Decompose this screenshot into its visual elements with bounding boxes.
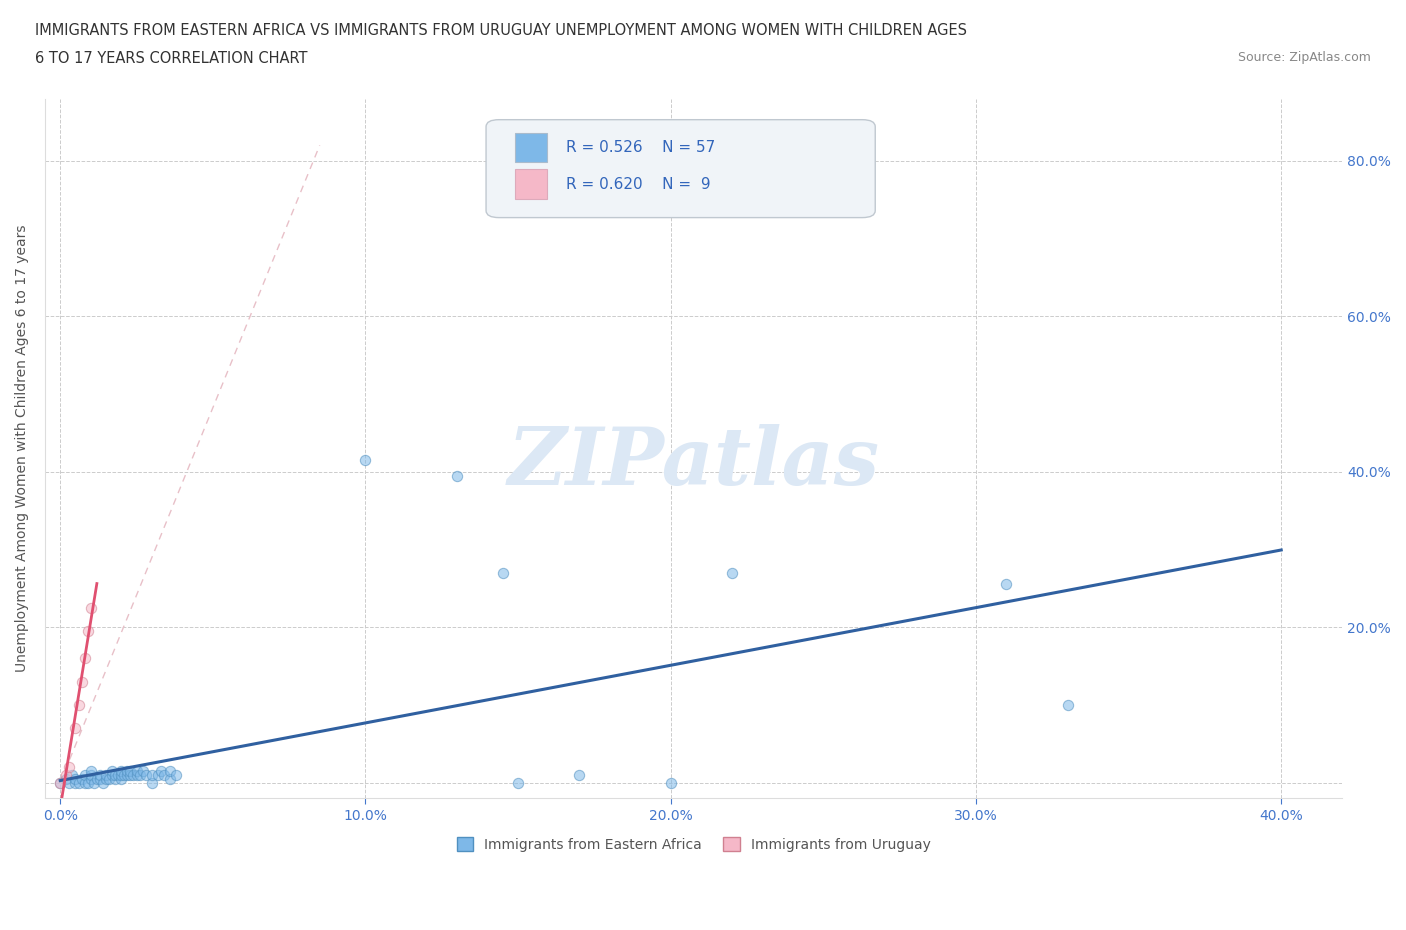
Point bbox=[107, 767, 129, 782]
Point bbox=[70, 674, 93, 689]
FancyBboxPatch shape bbox=[486, 120, 876, 218]
Point bbox=[117, 767, 139, 782]
Point bbox=[80, 764, 103, 778]
Point bbox=[122, 767, 145, 782]
Point bbox=[73, 775, 96, 790]
Point bbox=[101, 767, 124, 782]
Point bbox=[146, 767, 169, 782]
Point bbox=[159, 771, 181, 786]
Point bbox=[49, 775, 72, 790]
Text: R = 0.526    N = 57: R = 0.526 N = 57 bbox=[567, 140, 716, 155]
Point bbox=[117, 764, 139, 778]
Point bbox=[101, 764, 124, 778]
FancyBboxPatch shape bbox=[515, 169, 547, 199]
Point bbox=[58, 760, 80, 775]
Point bbox=[120, 764, 142, 778]
Legend: Immigrants from Eastern Africa, Immigrants from Uruguay: Immigrants from Eastern Africa, Immigran… bbox=[451, 831, 936, 857]
Point bbox=[67, 775, 90, 790]
Point bbox=[568, 767, 591, 782]
Text: ZIPatlas: ZIPatlas bbox=[508, 424, 880, 501]
Point bbox=[86, 771, 108, 786]
Point bbox=[67, 698, 90, 712]
Text: Source: ZipAtlas.com: Source: ZipAtlas.com bbox=[1237, 51, 1371, 64]
Point bbox=[128, 767, 150, 782]
Text: 6 TO 17 YEARS CORRELATION CHART: 6 TO 17 YEARS CORRELATION CHART bbox=[35, 51, 308, 66]
Point bbox=[506, 775, 529, 790]
Point bbox=[62, 767, 84, 782]
Point bbox=[73, 651, 96, 666]
Point bbox=[76, 775, 98, 790]
FancyBboxPatch shape bbox=[515, 133, 547, 163]
Point bbox=[94, 771, 117, 786]
Point bbox=[125, 764, 148, 778]
Point bbox=[49, 775, 72, 790]
Point bbox=[492, 565, 515, 580]
Point bbox=[1056, 698, 1078, 712]
Point bbox=[354, 453, 377, 468]
Point bbox=[104, 767, 127, 782]
Text: IMMIGRANTS FROM EASTERN AFRICA VS IMMIGRANTS FROM URUGUAY UNEMPLOYMENT AMONG WOM: IMMIGRANTS FROM EASTERN AFRICA VS IMMIGR… bbox=[35, 23, 967, 38]
Point bbox=[76, 624, 98, 639]
Point bbox=[110, 771, 132, 786]
Point bbox=[70, 771, 93, 786]
Point bbox=[80, 771, 103, 786]
Point bbox=[98, 771, 121, 786]
Point bbox=[446, 468, 468, 483]
Point bbox=[58, 775, 80, 790]
Point bbox=[73, 767, 96, 782]
Text: R = 0.620    N =  9: R = 0.620 N = 9 bbox=[567, 177, 711, 192]
Point bbox=[91, 775, 114, 790]
Point bbox=[89, 771, 111, 786]
Point bbox=[55, 771, 77, 786]
Point bbox=[135, 767, 157, 782]
Point bbox=[65, 721, 87, 736]
Point bbox=[131, 764, 153, 778]
Point bbox=[120, 767, 142, 782]
Point bbox=[104, 771, 127, 786]
Point bbox=[83, 775, 105, 790]
Point bbox=[110, 764, 132, 778]
Point bbox=[80, 600, 103, 615]
Point bbox=[141, 775, 163, 790]
Point bbox=[125, 767, 148, 782]
Point bbox=[165, 767, 187, 782]
Point bbox=[720, 565, 742, 580]
Point bbox=[149, 764, 172, 778]
Point bbox=[110, 767, 132, 782]
Point bbox=[80, 767, 103, 782]
Point bbox=[65, 771, 87, 786]
Point bbox=[55, 767, 77, 782]
Point bbox=[995, 577, 1018, 591]
Point bbox=[159, 764, 181, 778]
Point bbox=[112, 767, 135, 782]
Point bbox=[141, 767, 163, 782]
Point bbox=[659, 775, 682, 790]
Point bbox=[94, 767, 117, 782]
Point bbox=[153, 767, 176, 782]
Point bbox=[65, 775, 87, 790]
Point bbox=[89, 767, 111, 782]
Y-axis label: Unemployment Among Women with Children Ages 6 to 17 years: Unemployment Among Women with Children A… bbox=[15, 225, 30, 672]
